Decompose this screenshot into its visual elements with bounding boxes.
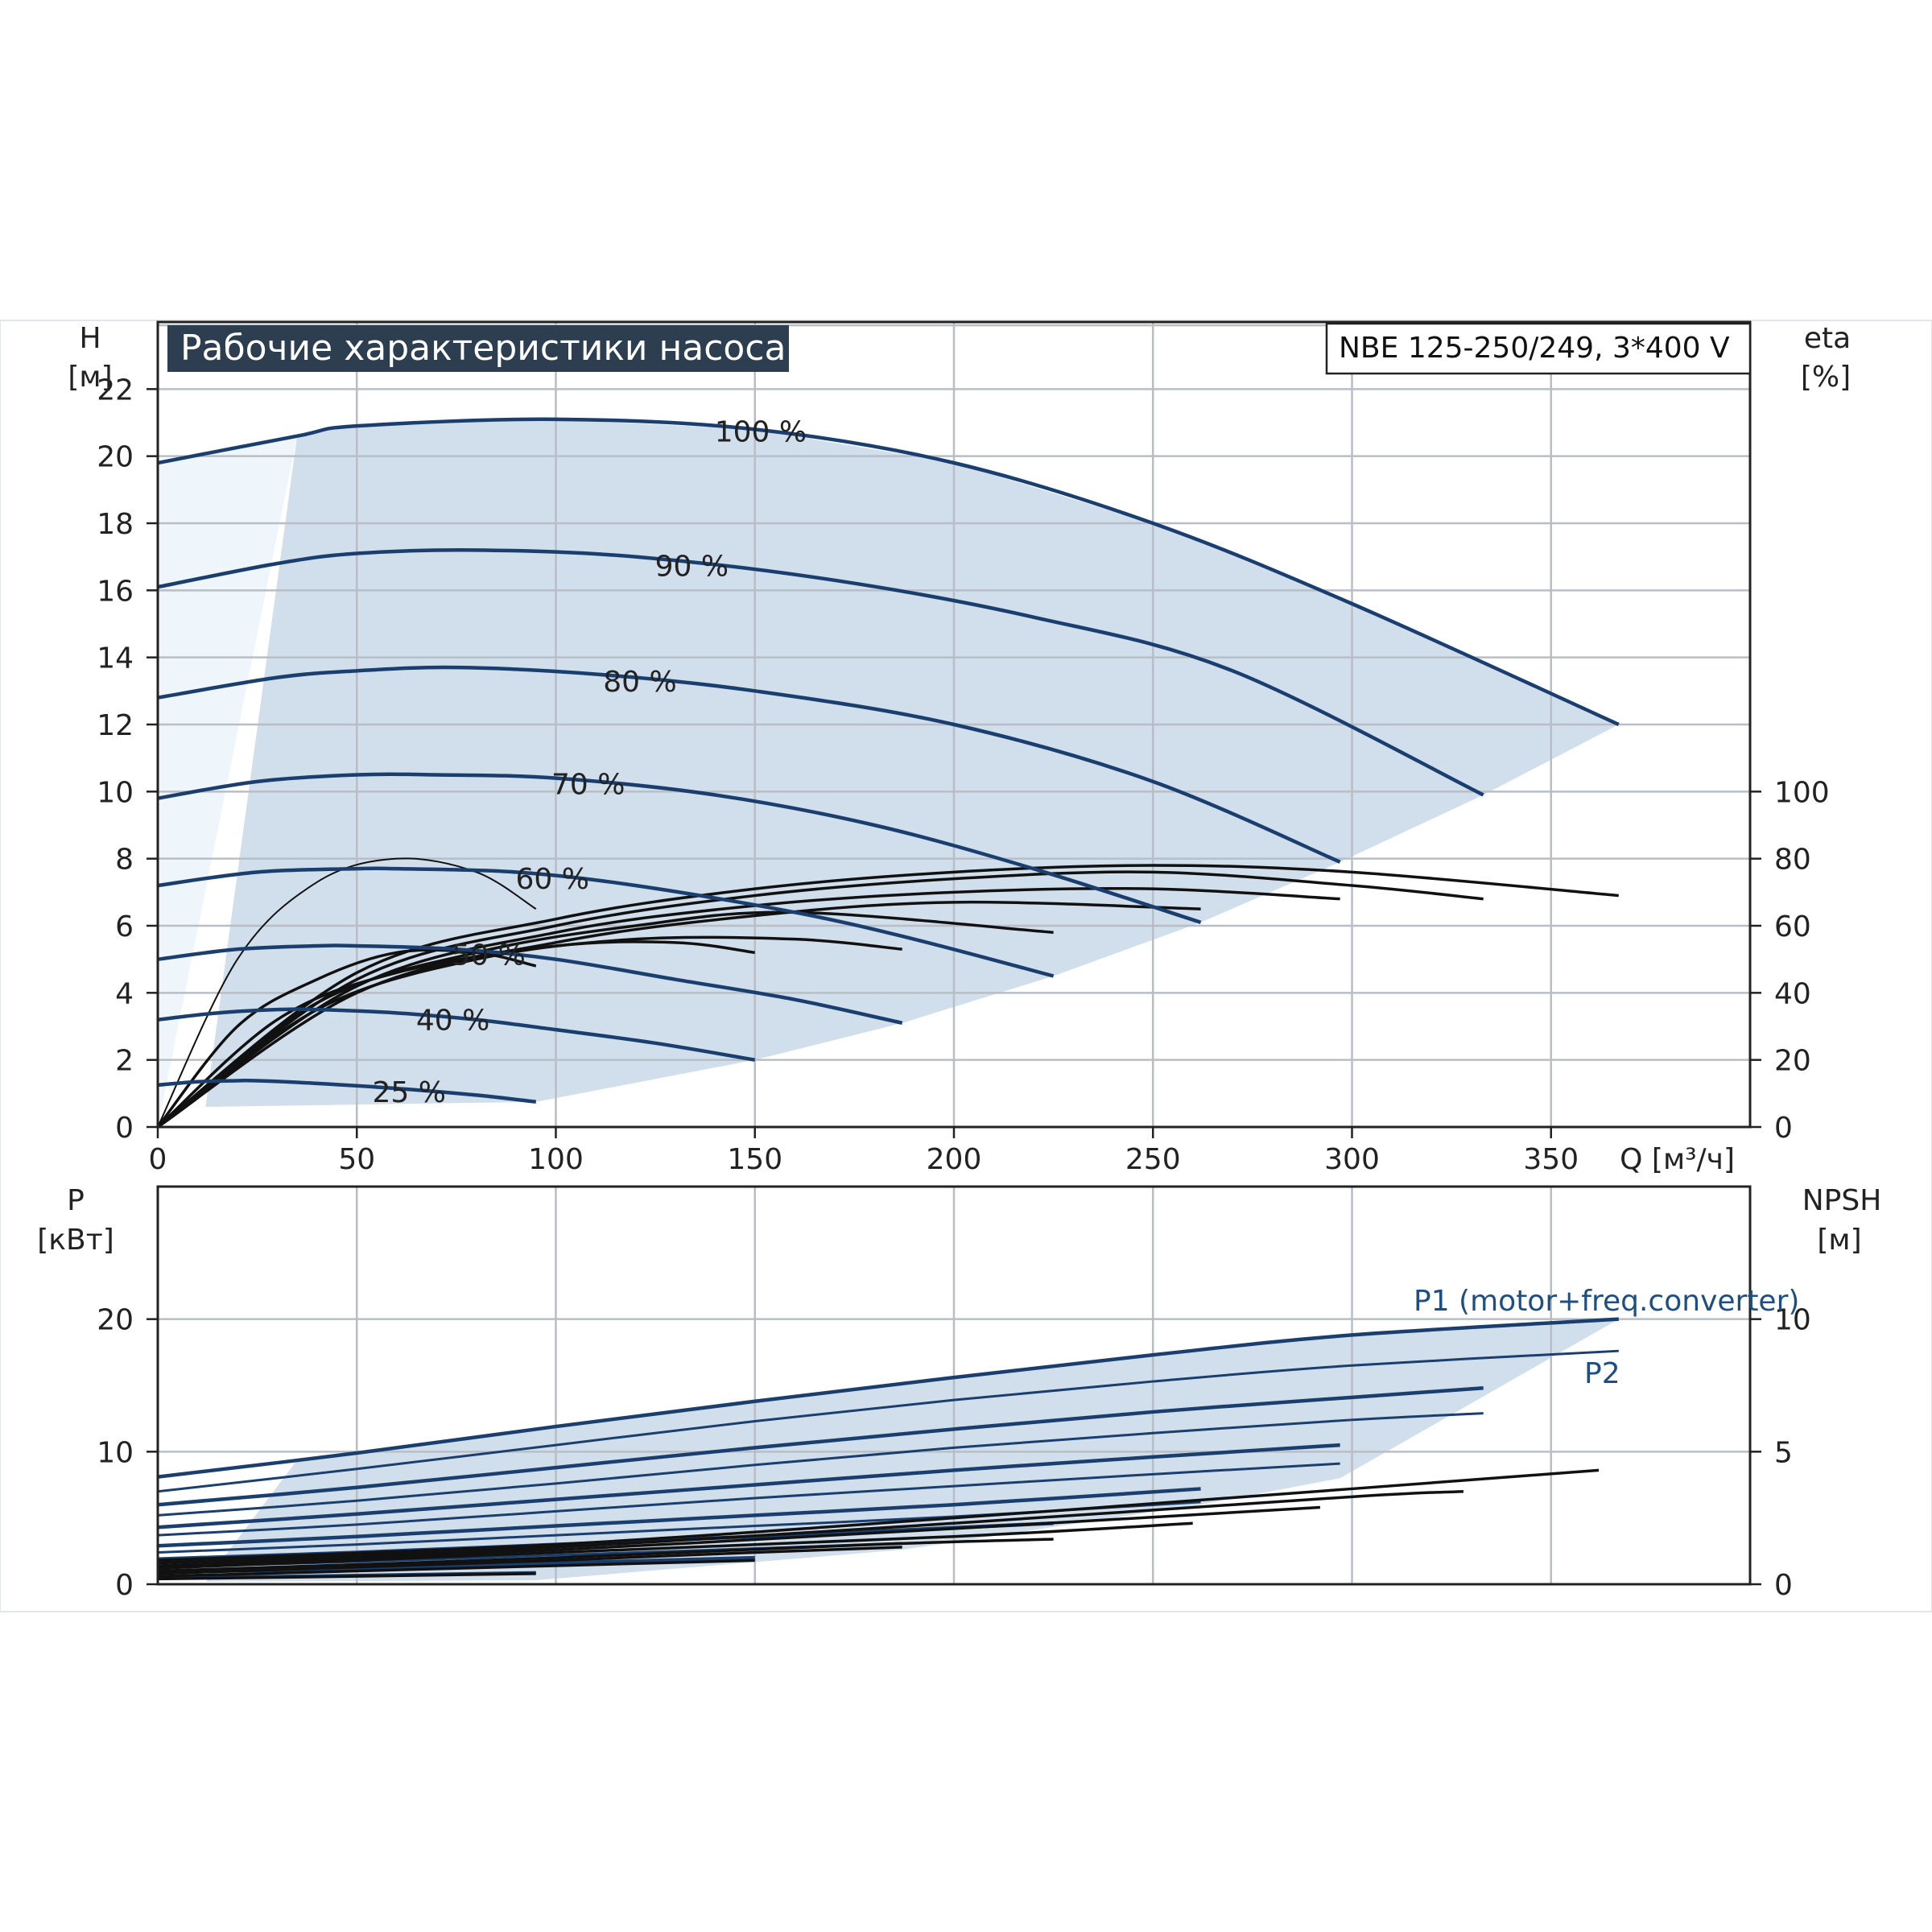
y2-tick-label: 10 [1774,1304,1811,1337]
power-axis-ticks: 0 10 20 0 5 10 [97,1304,1811,1602]
efficiency-curve [158,948,537,1127]
speed-label: 80 % [603,666,676,699]
y-tick-label: 22 [97,374,134,407]
npsh-curve [158,1505,1321,1567]
head-curve [158,772,1202,924]
efficiency-curve [158,886,1340,1127]
y-tick-label: 10 [97,776,134,809]
power-curve [158,1462,1340,1537]
npsh-curve [158,1521,1193,1570]
x-tick-label: 350 [1523,1143,1579,1176]
y2-tick-label: 100 [1774,776,1830,809]
efficiency-curve [158,900,1201,1127]
head-curve [158,866,1055,978]
y2-tick-label: 0 [1774,1112,1793,1145]
head-curve [158,417,1620,727]
x-tick-label: 150 [727,1143,782,1176]
speed-labels: 100 % 90 % 80 % 70 % 60 % 50 % 40 % 25 % [372,415,807,1108]
y2-tick-label: 5 [1774,1436,1793,1469]
power-curve [158,1487,1201,1548]
power-curve [158,1412,1484,1517]
head-axis-ticks: 0 50 100 150 200 250 300 3500246810121416182022… [97,374,1830,1176]
npsh-axis-unit: [м] [1817,1224,1861,1257]
head-curves [158,417,1620,1104]
speed-label: 40 % [416,1005,489,1038]
speed-label: 70 % [551,768,625,801]
p1-series-label: P1 (motor+freq.converter) [1414,1285,1799,1318]
head-curve [158,665,1341,864]
x-tick-label: 50 [338,1143,375,1176]
y2-tick-label: 80 [1774,844,1811,877]
y-tick-label: 20 [97,1304,134,1337]
y-tick-label: 6 [115,910,134,943]
power-curve [158,1349,1619,1493]
npsh-curves [158,1468,1600,1581]
head-curve [158,1007,756,1062]
y2-tick-label: 40 [1774,977,1811,1010]
x-tick-label: 0 [149,1143,167,1176]
y-tick-label: 14 [97,642,134,675]
x-tick-label: 100 [528,1143,584,1176]
y-tick-label: 10 [97,1436,134,1469]
title-box [167,325,789,372]
y-tick-label: 8 [115,844,134,877]
y-tick-label: 20 [97,441,134,474]
npsh-curve [158,1558,755,1578]
y-tick-label: 4 [115,977,134,1010]
efficiency-curve [158,870,1484,1127]
speed-label: 100 % [715,415,807,448]
speed-label: 25 % [372,1076,445,1109]
npsh-curve [158,1489,1464,1565]
x-tick-label: 300 [1324,1143,1380,1176]
y-tick-label: 0 [115,1569,134,1602]
npsh-curve [158,1546,902,1575]
npsh-curve [158,1538,1054,1573]
power-curve [158,1317,1619,1479]
head-plot-frame [156,320,1752,1129]
model-label: NBE 125-250/249, 3*400 V [1339,332,1730,365]
power-plot-frame [156,1185,1752,1586]
power-curve [158,1386,1484,1507]
flow-axis-label: Q [м³/ч] [1620,1143,1735,1176]
model-box [1325,322,1752,375]
head-axis-label: H [79,322,101,355]
y-tick-label: 16 [97,575,134,608]
power-axis-unit: [кВт] [37,1224,114,1257]
y-tick-label: 2 [115,1045,134,1078]
efficiency-curve [158,864,1619,1127]
p2-series-label: P2 [1584,1357,1620,1390]
efficiency-axis-label: eta [1804,322,1851,355]
power-curve [158,1443,1340,1530]
y-tick-label: 12 [97,709,134,742]
efficiency-axis-unit: [%] [1801,361,1851,394]
head-curve [158,547,1484,797]
y2-tick-label: 20 [1774,1045,1811,1078]
efficiency-curve [158,910,1054,1127]
y2-tick-label: 60 [1774,910,1811,943]
npsh-curve [158,1572,536,1581]
npsh-curve [158,1468,1600,1563]
speed-label: 60 % [516,863,589,896]
chart-title: Рабочие характеристики насоса [180,328,786,369]
head-axis-unit: [м] [68,361,112,394]
x-tick-label: 250 [1125,1143,1181,1176]
speed-label: 50 % [452,939,525,972]
y-tick-label: 18 [97,508,134,541]
speed-label: 90 % [655,550,729,583]
efficiency-curves [158,857,1619,1127]
head-curve [158,943,903,1026]
y-tick-label: 0 [115,1112,134,1145]
x-tick-label: 200 [927,1143,982,1176]
npsh-axis-label: NPSH [1802,1184,1882,1217]
head-curve [158,1078,537,1104]
y2-tick-label: 0 [1774,1569,1793,1602]
power-axis-label: P [67,1184,85,1217]
efficiency-curve [158,940,755,1127]
